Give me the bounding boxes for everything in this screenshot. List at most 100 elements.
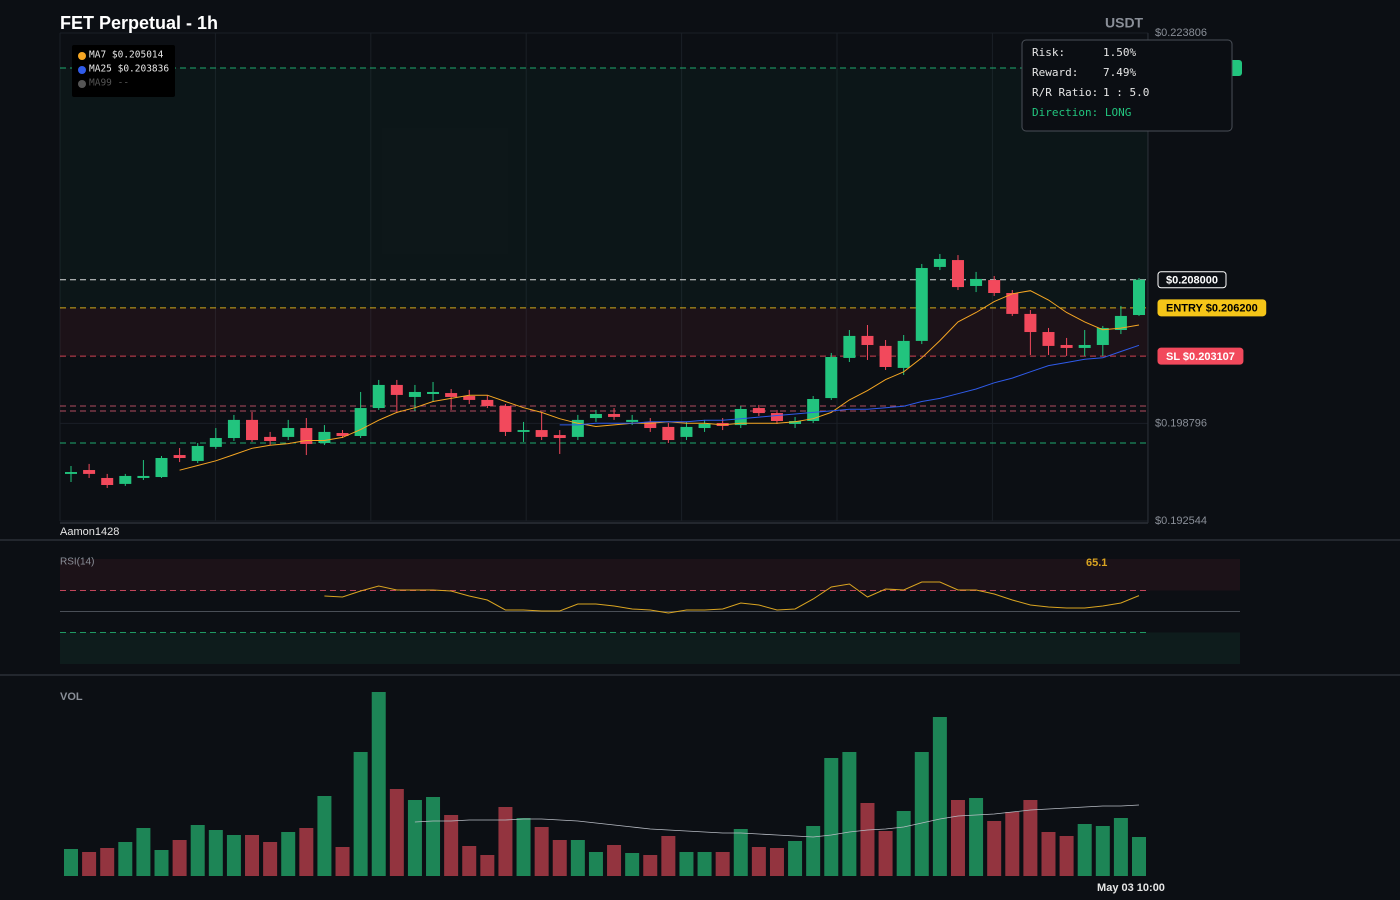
candle-body	[1114, 315, 1127, 330]
candle-body	[752, 408, 765, 414]
volume-bar	[82, 852, 97, 876]
volume-bar	[733, 829, 748, 876]
volume-bar	[136, 828, 151, 876]
candle-body	[282, 428, 295, 437]
candle-body	[789, 421, 802, 424]
volume-bar	[987, 821, 1002, 876]
volume-bar	[64, 849, 78, 876]
candle-body	[427, 391, 440, 394]
overbought-band	[60, 559, 1240, 591]
volume-bar	[751, 847, 766, 876]
volume-bar	[245, 835, 260, 876]
volume-bar	[679, 852, 694, 876]
volume-bar	[371, 692, 386, 876]
volume-bar	[588, 852, 603, 876]
price-tag	[1157, 299, 1267, 317]
candle-body	[354, 408, 367, 436]
volume-bar	[697, 852, 712, 876]
legend-label: MA99 --	[89, 78, 129, 89]
candle-body	[209, 438, 222, 447]
volume-bar	[570, 840, 585, 876]
watermark: Aamon1428	[60, 526, 119, 538]
candle-body	[644, 421, 657, 429]
volume-bar	[281, 832, 296, 876]
candle-body	[227, 419, 240, 439]
candle-body	[608, 413, 621, 417]
info-value: 7.49%	[1103, 66, 1136, 79]
volume-bar	[860, 803, 875, 876]
volume-bar	[950, 800, 965, 876]
volume-bar	[607, 845, 622, 876]
candle-body	[951, 260, 964, 288]
volume-bar	[480, 855, 495, 876]
info-value: 1 : 5.0	[1103, 86, 1149, 99]
volume-bar	[407, 800, 422, 876]
currency: USDT	[1105, 15, 1144, 31]
info-panel	[1021, 39, 1233, 132]
candle-body	[553, 435, 566, 439]
ma-line	[179, 290, 1140, 471]
candle-body	[734, 408, 747, 426]
legend-swatch	[78, 52, 86, 60]
x-tick-label: May 03 10:00	[1097, 882, 1165, 894]
volume-bar	[263, 842, 278, 876]
candle-body	[770, 413, 783, 422]
candle-body	[626, 419, 639, 422]
volume-bar	[842, 752, 857, 876]
candle-body	[843, 335, 856, 358]
candle-body	[915, 268, 928, 341]
candle-body	[825, 357, 838, 399]
candle-body	[408, 391, 421, 397]
candle-body	[300, 428, 313, 444]
candle-body	[318, 431, 331, 444]
volume-bar	[498, 807, 513, 876]
volume-bar	[824, 758, 839, 876]
candle-body	[65, 472, 77, 474]
volume-bar	[661, 836, 676, 876]
info-label: Reward:	[1032, 66, 1078, 79]
panel-title: RSI(14)	[60, 557, 94, 568]
y-tick-label: $0.192544	[1155, 515, 1207, 527]
legend-label: MA25 $0.203836	[89, 64, 169, 75]
candle-body	[535, 430, 548, 437]
legend-box	[72, 45, 175, 97]
volume-bar	[1023, 800, 1038, 876]
candle-body	[1078, 344, 1091, 348]
volume-bar	[715, 852, 730, 876]
volume-bar	[462, 846, 477, 876]
plot: $0.223806 $0.198796 $0.192544 $0.208000 ENTR…	[60, 27, 1267, 894]
volume-bar	[172, 840, 187, 876]
legend-swatch	[78, 80, 86, 88]
volume-ma-line	[414, 804, 1140, 838]
candle-body	[589, 413, 602, 419]
legend-label: MA7 $0.205014	[89, 50, 164, 61]
volume-bar	[878, 831, 893, 876]
candle-body	[879, 345, 892, 367]
volume-bar	[769, 848, 784, 876]
volume-bar	[444, 815, 459, 876]
volume-bar	[100, 848, 115, 876]
volume-bar	[118, 842, 133, 876]
candle-body	[807, 398, 820, 422]
candle-body	[101, 477, 114, 486]
candle-body	[897, 340, 910, 368]
candle-body	[861, 335, 874, 345]
candle-body	[445, 393, 458, 397]
candle-body	[336, 433, 349, 436]
title: FET Perpetual - 1h	[60, 13, 218, 33]
price-tag-label: SL $0.203107	[1166, 351, 1235, 363]
target-zone	[60, 68, 1148, 308]
candle-body	[662, 426, 675, 441]
volume-bar	[353, 752, 368, 876]
candle-body	[1006, 293, 1019, 314]
volume-bar	[932, 717, 947, 876]
candle-body	[155, 457, 168, 478]
volume-bar	[806, 826, 821, 876]
candle-body	[1096, 327, 1109, 345]
candle-body	[137, 475, 150, 478]
candle-body	[970, 278, 983, 286]
ma-line	[559, 344, 1140, 426]
